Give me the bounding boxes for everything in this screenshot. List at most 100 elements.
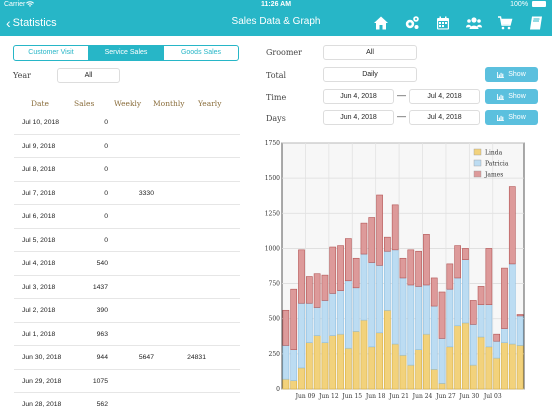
groomer-select[interactable]: All bbox=[323, 45, 417, 60]
bar-linda bbox=[446, 346, 454, 390]
bar-patricia bbox=[345, 280, 352, 349]
cart-icon[interactable] bbox=[495, 13, 515, 33]
bar-james bbox=[477, 286, 485, 305]
sales-type-tabs: Customer Visit Service Sales Goods Sales bbox=[13, 45, 239, 61]
y-tick-label: 1750 bbox=[265, 140, 280, 147]
table-row[interactable]: Jun 28, 2018 562 bbox=[14, 393, 240, 414]
cell-weekly: 3330 bbox=[138, 189, 154, 197]
total-show-button[interactable]: Show bbox=[485, 67, 538, 82]
x-tick-label: Jul 03 bbox=[483, 393, 502, 400]
bar-patricia bbox=[446, 288, 454, 348]
x-tick-label: Jun 30 bbox=[459, 393, 480, 400]
book-icon[interactable] bbox=[526, 13, 546, 33]
bar-patricia bbox=[329, 293, 337, 336]
days-show-button[interactable]: Show bbox=[485, 110, 538, 125]
x-tick-label: Jun 21 bbox=[388, 393, 409, 400]
x-tick-label: Jun 27 bbox=[435, 393, 456, 400]
bar-patricia bbox=[384, 250, 391, 311]
days-from-date[interactable]: Jun 4, 2018 bbox=[323, 110, 394, 125]
cell-weekly: 5647 bbox=[138, 354, 154, 361]
table-row[interactable]: Jul 7, 2018 0 3330 bbox=[14, 182, 240, 205]
bar-patricia bbox=[313, 307, 321, 336]
tab-customer-visit[interactable]: Customer Visit bbox=[14, 46, 89, 60]
table-row[interactable]: Jun 30, 2018 944 5647 24831 bbox=[14, 346, 240, 370]
table-row[interactable]: Jul 8, 2018 0 bbox=[14, 158, 240, 182]
back-label: Statistics bbox=[12, 17, 57, 29]
y-tick-label: 1000 bbox=[265, 245, 280, 252]
back-button[interactable]: ‹ Statistics bbox=[6, 14, 57, 32]
table-row[interactable]: Jul 2, 2018 390 bbox=[14, 299, 240, 323]
bar-james bbox=[407, 249, 415, 286]
groomer-label: Groomer bbox=[266, 48, 302, 57]
total-period-select[interactable]: Daily bbox=[323, 67, 417, 82]
bar-patricia bbox=[298, 302, 305, 369]
bar-linda bbox=[360, 319, 368, 390]
cell-date: Jun 29, 2018 bbox=[22, 377, 62, 385]
bar-patricia bbox=[290, 349, 298, 381]
bar-linda bbox=[516, 345, 524, 390]
bar-james bbox=[485, 248, 493, 305]
header-date: Date bbox=[31, 99, 49, 108]
year-label: Year bbox=[13, 71, 31, 80]
table-row[interactable]: Jul 3, 2018 1437 bbox=[14, 276, 240, 299]
bar-james bbox=[313, 273, 321, 308]
bar-patricia bbox=[438, 338, 446, 384]
sales-chart[interactable]: 0 250 500 750 1000 1250 1500 1750 Jun 09 Jun 12 Ju… bbox=[262, 137, 544, 405]
calendar-icon[interactable] bbox=[433, 13, 453, 33]
bar-linda bbox=[329, 335, 337, 390]
legend-swatch-james bbox=[473, 170, 482, 178]
days-to-date[interactable]: Jul 4, 2018 bbox=[409, 110, 480, 125]
bar-patricia bbox=[430, 305, 438, 370]
time-range-dash: — bbox=[397, 90, 406, 100]
bar-james bbox=[360, 222, 368, 255]
table-row[interactable]: Jul 6, 2018 0 bbox=[14, 205, 240, 229]
table-row[interactable]: Jul 5, 2018 0 bbox=[14, 229, 240, 252]
bar-patricia bbox=[391, 249, 399, 345]
bar-james bbox=[462, 248, 469, 260]
table-row[interactable]: Jul 4, 2018 540 bbox=[14, 252, 240, 276]
bar-patricia bbox=[516, 315, 524, 346]
home-icon[interactable] bbox=[371, 13, 391, 33]
bar-linda bbox=[352, 331, 360, 390]
y-tick-label: 1250 bbox=[265, 210, 280, 217]
bar-james bbox=[446, 263, 454, 290]
bar-patricia bbox=[485, 304, 493, 348]
x-tick-label: Jun 18 bbox=[365, 393, 386, 400]
time-to-date[interactable]: Jul 4, 2018 bbox=[409, 89, 480, 104]
bar-linda bbox=[321, 342, 329, 390]
bar-james bbox=[469, 300, 477, 325]
y-tick-label: 1500 bbox=[265, 175, 280, 182]
bar-james bbox=[329, 246, 337, 294]
header-sales: Sales bbox=[74, 99, 95, 108]
bar-james bbox=[430, 277, 438, 307]
bar-chart-icon bbox=[497, 93, 505, 100]
time-label: Time bbox=[266, 93, 287, 102]
header-weekly: Weekly bbox=[114, 99, 142, 108]
cell-sales: 540 bbox=[96, 260, 108, 267]
gears-icon[interactable] bbox=[402, 13, 422, 33]
bar-linda bbox=[477, 336, 485, 390]
table-row[interactable]: Jun 29, 2018 1075 bbox=[14, 370, 240, 393]
table-row[interactable]: Jul 10, 2018 0 bbox=[14, 111, 240, 135]
time-show-button[interactable]: Show bbox=[485, 89, 538, 104]
time-from-date[interactable]: Jun 4, 2018 bbox=[323, 89, 394, 104]
bar-james bbox=[290, 288, 298, 350]
cell-date: Jul 7, 2018 bbox=[22, 189, 56, 197]
time-show-label: Show bbox=[508, 93, 526, 100]
header-monthly: Monthly bbox=[153, 99, 185, 108]
table-row[interactable]: Jul 9, 2018 0 bbox=[14, 135, 240, 158]
tab-service-sales[interactable]: Service Sales bbox=[89, 46, 164, 60]
chevron-left-icon: ‹ bbox=[6, 15, 11, 31]
year-select[interactable]: All bbox=[57, 68, 120, 83]
bar-patricia bbox=[415, 286, 422, 350]
bar-linda bbox=[305, 342, 313, 390]
bar-james bbox=[391, 204, 399, 251]
table-row[interactable]: Jul 1, 2018 963 bbox=[14, 323, 240, 346]
legend-label-james: James bbox=[484, 172, 503, 179]
tab-goods-sales[interactable]: Goods Sales bbox=[180, 49, 222, 56]
sales-table[interactable]: Jul 10, 2018 0 Jul 9, 2018 0 Jul 8, 2018 0 Jul… bbox=[14, 111, 240, 414]
x-tick-label: Jun 09 bbox=[295, 393, 316, 400]
total-label: Total bbox=[266, 71, 287, 80]
users-icon[interactable] bbox=[464, 13, 484, 33]
